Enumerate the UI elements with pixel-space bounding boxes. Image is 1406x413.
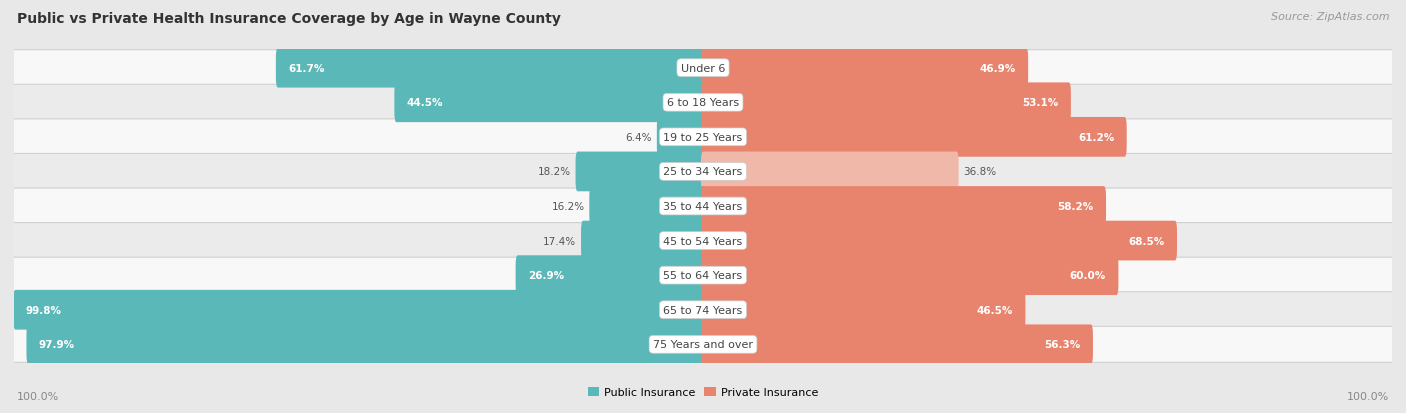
Text: Source: ZipAtlas.com: Source: ZipAtlas.com: [1271, 12, 1389, 22]
Text: 25 to 34 Years: 25 to 34 Years: [664, 167, 742, 177]
FancyBboxPatch shape: [0, 189, 1406, 224]
Text: 99.8%: 99.8%: [25, 305, 62, 315]
FancyBboxPatch shape: [14, 290, 704, 330]
FancyBboxPatch shape: [0, 51, 1406, 86]
Text: 58.2%: 58.2%: [1057, 202, 1094, 211]
FancyBboxPatch shape: [0, 327, 1406, 362]
FancyBboxPatch shape: [581, 221, 704, 261]
Text: 55 to 64 Years: 55 to 64 Years: [664, 271, 742, 280]
Text: 65 to 74 Years: 65 to 74 Years: [664, 305, 742, 315]
Text: 100.0%: 100.0%: [17, 391, 59, 401]
Text: 36.8%: 36.8%: [963, 167, 997, 177]
FancyBboxPatch shape: [702, 49, 1028, 88]
Text: 53.1%: 53.1%: [1022, 98, 1059, 108]
Text: 75 Years and over: 75 Years and over: [652, 339, 754, 349]
Text: Under 6: Under 6: [681, 64, 725, 74]
Text: 35 to 44 Years: 35 to 44 Years: [664, 202, 742, 211]
FancyBboxPatch shape: [702, 256, 1118, 295]
Text: 97.9%: 97.9%: [39, 339, 75, 349]
FancyBboxPatch shape: [0, 85, 1406, 121]
FancyBboxPatch shape: [516, 256, 704, 295]
Text: 44.5%: 44.5%: [406, 98, 443, 108]
FancyBboxPatch shape: [0, 120, 1406, 155]
FancyBboxPatch shape: [0, 223, 1406, 259]
FancyBboxPatch shape: [702, 152, 959, 192]
FancyBboxPatch shape: [0, 154, 1406, 190]
FancyBboxPatch shape: [0, 292, 1406, 328]
Text: 56.3%: 56.3%: [1045, 339, 1081, 349]
Text: 61.7%: 61.7%: [288, 64, 325, 74]
Text: 46.5%: 46.5%: [977, 305, 1012, 315]
FancyBboxPatch shape: [0, 258, 1406, 293]
FancyBboxPatch shape: [702, 118, 1126, 157]
FancyBboxPatch shape: [702, 221, 1177, 261]
Text: 60.0%: 60.0%: [1070, 271, 1107, 280]
Text: 16.2%: 16.2%: [551, 202, 585, 211]
Text: 19 to 25 Years: 19 to 25 Years: [664, 133, 742, 142]
Text: 100.0%: 100.0%: [1347, 391, 1389, 401]
Text: 6 to 18 Years: 6 to 18 Years: [666, 98, 740, 108]
Text: 17.4%: 17.4%: [543, 236, 576, 246]
Text: Public vs Private Health Insurance Coverage by Age in Wayne County: Public vs Private Health Insurance Cover…: [17, 12, 561, 26]
FancyBboxPatch shape: [702, 325, 1092, 364]
Text: 45 to 54 Years: 45 to 54 Years: [664, 236, 742, 246]
FancyBboxPatch shape: [394, 83, 704, 123]
FancyBboxPatch shape: [589, 187, 704, 226]
FancyBboxPatch shape: [702, 83, 1071, 123]
Text: 46.9%: 46.9%: [980, 64, 1015, 74]
Text: 6.4%: 6.4%: [626, 133, 652, 142]
Text: 26.9%: 26.9%: [529, 271, 564, 280]
Text: 61.2%: 61.2%: [1078, 133, 1115, 142]
FancyBboxPatch shape: [702, 187, 1107, 226]
FancyBboxPatch shape: [657, 118, 704, 157]
FancyBboxPatch shape: [27, 325, 704, 364]
FancyBboxPatch shape: [575, 152, 704, 192]
Text: 68.5%: 68.5%: [1129, 236, 1164, 246]
Text: 18.2%: 18.2%: [537, 167, 571, 177]
FancyBboxPatch shape: [702, 290, 1025, 330]
FancyBboxPatch shape: [276, 49, 704, 88]
Legend: Public Insurance, Private Insurance: Public Insurance, Private Insurance: [583, 383, 823, 402]
